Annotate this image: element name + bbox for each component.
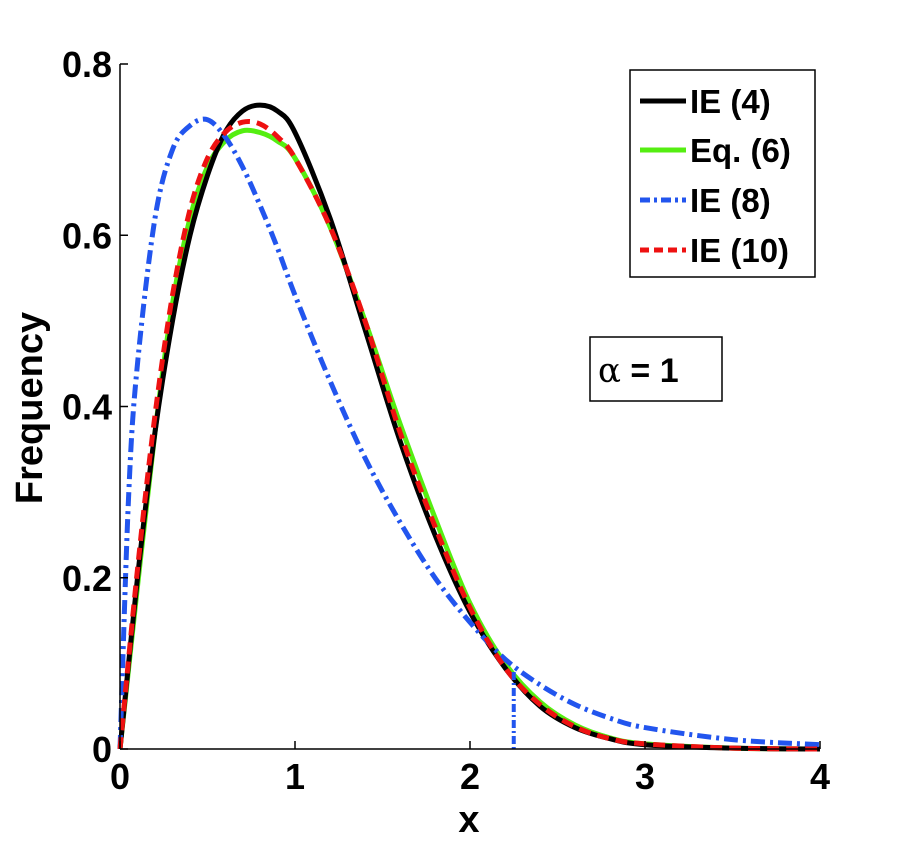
y-tick-label: 0.8: [62, 44, 112, 85]
legend-label: Eq. (6): [690, 132, 791, 169]
annotation-box: [589, 336, 723, 402]
legend-label: IE (8): [690, 182, 771, 219]
x-tick-label: 0: [110, 756, 130, 797]
y-ticks: 0 0.2 0.4 0.6 0.8: [62, 44, 128, 770]
y-tick-label: 0: [92, 729, 112, 770]
x-tick-label: 3: [635, 756, 655, 797]
annotation-text: α = 1: [598, 351, 679, 391]
series-line-4: [117, 118, 821, 752]
y-tick-label: 0.6: [62, 215, 112, 256]
alpha-value: = 1: [621, 352, 679, 390]
x-ticks: 0 1 2 3 4: [110, 741, 830, 797]
x-tick-label: 2: [460, 756, 480, 797]
legend-items: IE (4) Eq. (6) IE (8) IE (10): [640, 83, 791, 269]
alpha-symbol: α: [598, 351, 621, 391]
y-tick-label: 0.4: [62, 387, 112, 428]
x-tick-label: 1: [285, 756, 305, 797]
y-tick-label: 0.2: [62, 558, 112, 599]
legend: IE (4) Eq. (6) IE (8) IE (10): [629, 69, 816, 278]
series-layer: [117, 102, 821, 752]
legend-box: [629, 69, 816, 278]
legend-label: IE (10): [690, 232, 789, 269]
y-axis-title: Frequency: [9, 312, 51, 504]
legend-label: IE (4): [690, 83, 771, 120]
series-line-3: [117, 116, 821, 750]
series-line-1: [117, 102, 821, 752]
x-tick-label: 4: [810, 756, 830, 797]
x-axis-title: x: [458, 799, 479, 841]
plot-area: 0 1 2 3 4 0 0.2 0.4 0.6 0.8: [62, 44, 830, 797]
alpha-annotation: α = 1: [589, 336, 723, 402]
